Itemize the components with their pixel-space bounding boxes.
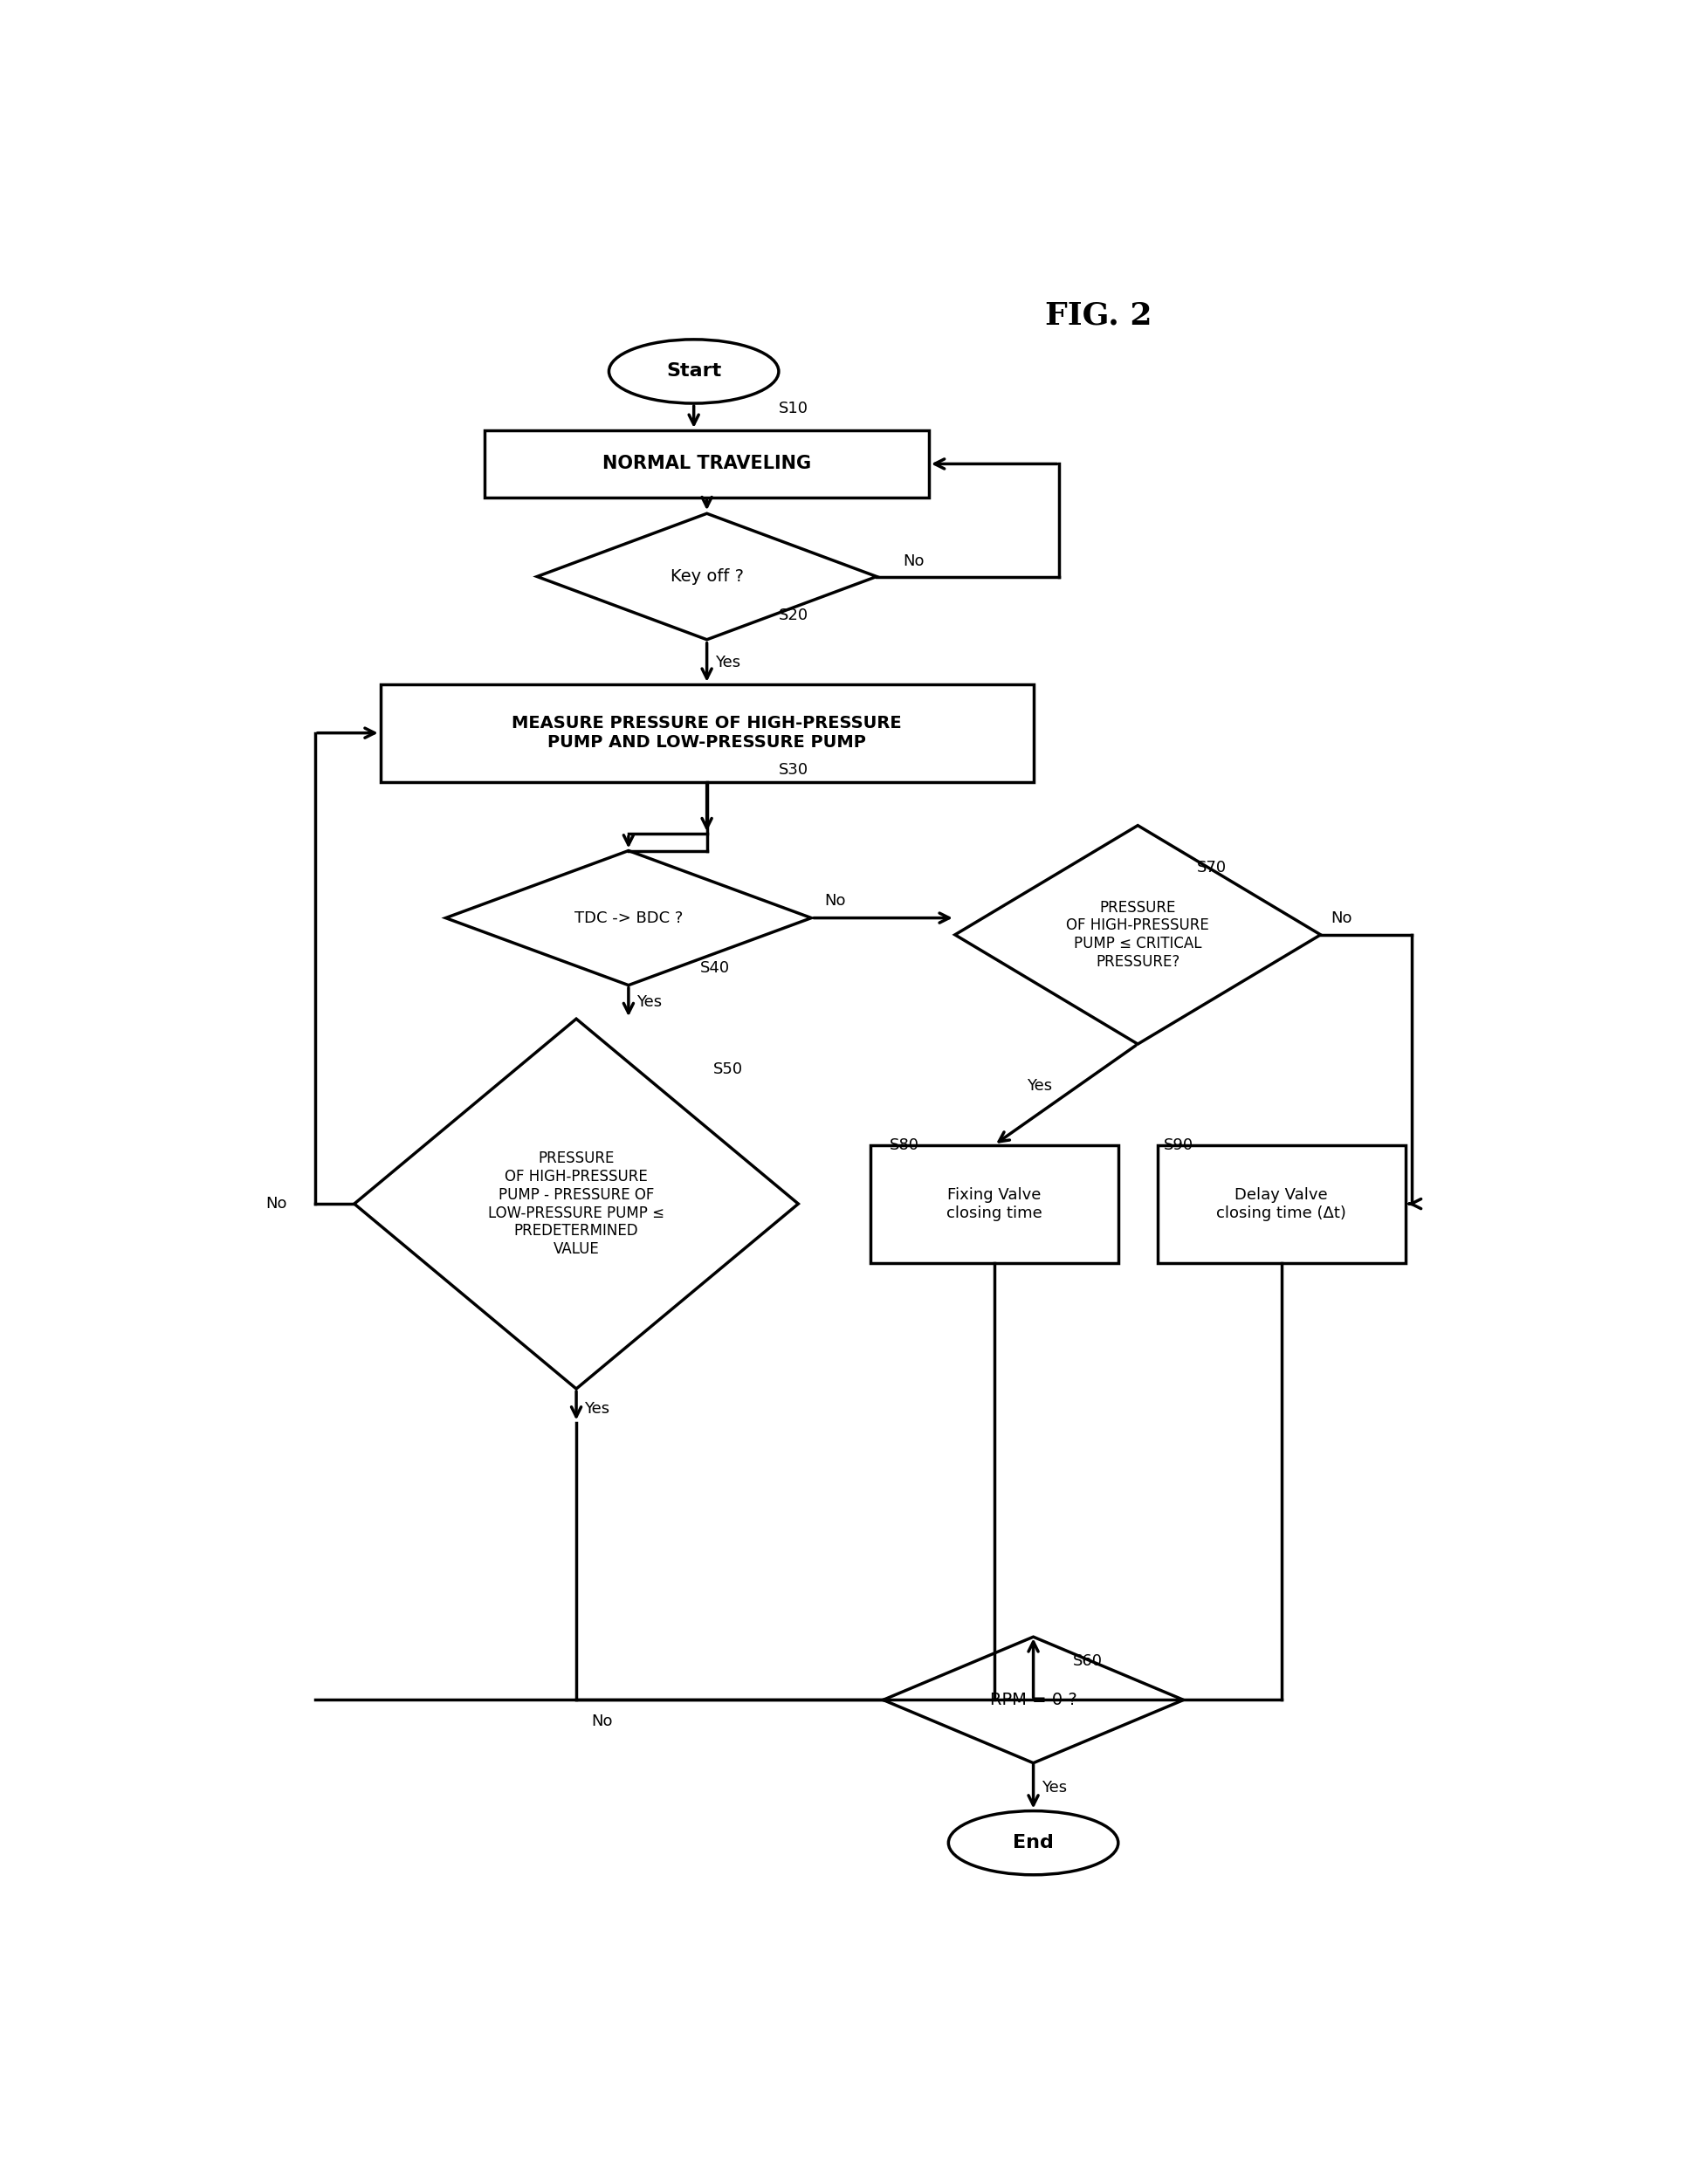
- Text: S50: S50: [713, 1061, 743, 1077]
- Text: No: No: [903, 553, 923, 570]
- FancyBboxPatch shape: [869, 1144, 1119, 1262]
- Text: S30: S30: [778, 762, 809, 778]
- Polygon shape: [445, 850, 812, 985]
- Text: PRESSURE
OF HIGH-PRESSURE
PUMP - PRESSURE OF
LOW-PRESSURE PUMP ≤
PREDETERMINED
V: PRESSURE OF HIGH-PRESSURE PUMP - PRESSUR…: [489, 1151, 664, 1258]
- Text: S90: S90: [1164, 1138, 1193, 1153]
- Ellipse shape: [608, 339, 778, 404]
- Text: NORMAL TRAVELING: NORMAL TRAVELING: [603, 454, 810, 472]
- Text: Key off ?: Key off ?: [671, 568, 743, 585]
- Text: No: No: [591, 1714, 613, 1730]
- Text: Yes: Yes: [1041, 1780, 1067, 1795]
- Text: End: End: [1013, 1835, 1053, 1852]
- Text: S70: S70: [1196, 860, 1227, 876]
- Text: S80: S80: [890, 1138, 920, 1153]
- Text: RPM = 0 ?: RPM = 0 ?: [989, 1693, 1077, 1708]
- Polygon shape: [883, 1636, 1183, 1762]
- Ellipse shape: [949, 1811, 1119, 1874]
- Text: TDC -> BDC ?: TDC -> BDC ?: [575, 911, 682, 926]
- Text: Fixing Valve
closing time: Fixing Valve closing time: [947, 1186, 1041, 1221]
- Text: Yes: Yes: [585, 1402, 610, 1417]
- Text: Yes: Yes: [1026, 1079, 1051, 1094]
- Text: FIG. 2: FIG. 2: [1045, 301, 1153, 330]
- Text: No: No: [824, 893, 846, 909]
- Text: No: No: [1331, 911, 1353, 926]
- Text: S10: S10: [778, 400, 809, 417]
- Polygon shape: [354, 1018, 799, 1389]
- FancyBboxPatch shape: [381, 684, 1033, 782]
- Text: S40: S40: [701, 961, 730, 976]
- Polygon shape: [955, 826, 1321, 1044]
- Text: Yes: Yes: [637, 994, 662, 1009]
- FancyBboxPatch shape: [1158, 1144, 1405, 1262]
- Text: Delay Valve
closing time (Δt): Delay Valve closing time (Δt): [1217, 1186, 1346, 1221]
- Polygon shape: [538, 513, 876, 640]
- Text: No: No: [266, 1197, 286, 1212]
- FancyBboxPatch shape: [485, 430, 928, 498]
- Text: S20: S20: [778, 607, 809, 622]
- Text: S60: S60: [1073, 1653, 1102, 1669]
- Text: MEASURE PRESSURE OF HIGH-PRESSURE
PUMP AND LOW-PRESSURE PUMP: MEASURE PRESSURE OF HIGH-PRESSURE PUMP A…: [512, 714, 901, 751]
- Text: PRESSURE
OF HIGH-PRESSURE
PUMP ≤ CRITICAL
PRESSURE?: PRESSURE OF HIGH-PRESSURE PUMP ≤ CRITICA…: [1067, 900, 1210, 970]
- Text: Yes: Yes: [714, 655, 740, 670]
- Text: Start: Start: [666, 363, 721, 380]
